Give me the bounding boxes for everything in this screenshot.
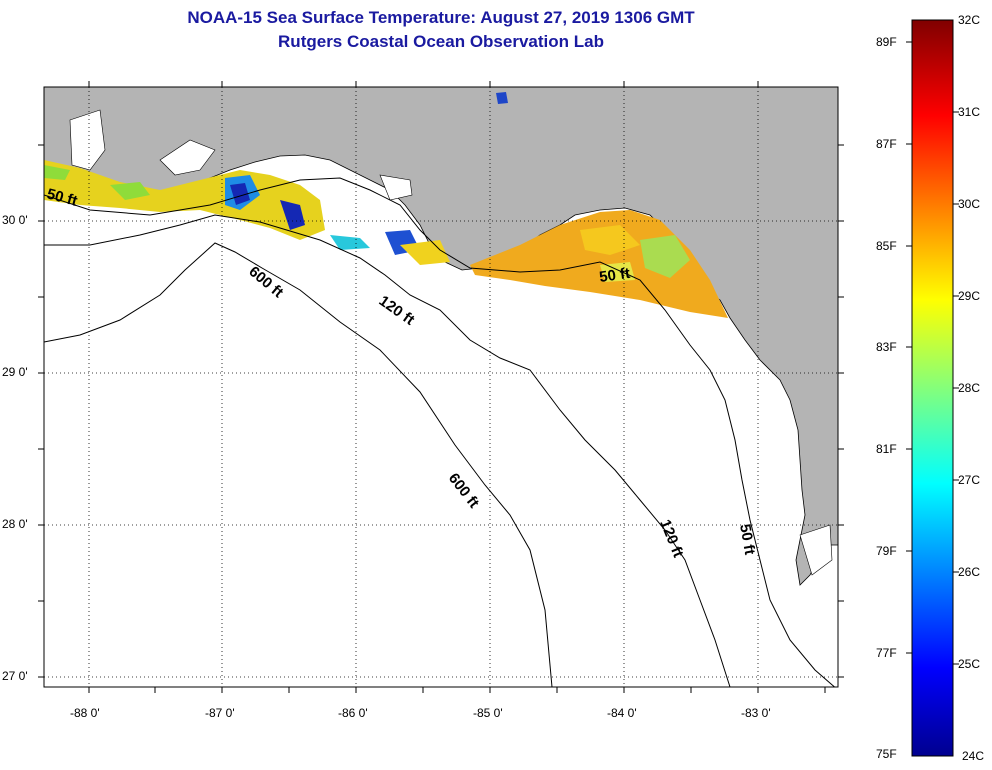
colorbar-f-label: 81F [876,442,897,456]
longitude-label: -88 0' [70,706,100,720]
longitude-label: -87 0' [205,706,235,720]
colorbar [911,19,954,757]
longitude-label: -85 0' [473,706,503,720]
axis-ticks [38,81,844,693]
map-subtitle: Rutgers Coastal Ocean Observation Lab [278,32,604,51]
land-area [44,87,838,586]
longitude-label: -84 0' [607,706,637,720]
colorbar-f-label: 75F [876,747,897,761]
contour-600ft [44,242,553,687]
latitude-label: 30 0' [2,213,28,227]
colorbar-ticks [906,41,959,665]
latitude-label: 27 0' [2,669,28,683]
colorbar-c-label: 28C [958,381,981,395]
latitude-label: 28 0' [2,517,28,531]
colorbar-c-label: 30C [958,197,981,211]
bay-area [159,139,216,176]
bay-area [69,109,106,171]
map-border [43,86,839,688]
colorbar-c-label: 24C [962,749,985,763]
contour-label: 50 ft [598,265,631,286]
colorbar-f-label: 85F [876,239,897,253]
map-title: NOAA-15 Sea Surface Temperature: August … [187,8,695,27]
colorbar-f-label: 79F [876,544,897,558]
depth-contours [44,177,836,687]
contour-label: 50 ft [736,523,758,556]
latitude-label: 29 0' [2,365,28,379]
bay-area [379,174,413,201]
bay-area [799,524,833,576]
longitude-label: -83 0' [741,706,771,720]
contour-120ft [44,214,731,687]
map-grid [44,87,838,687]
colorbar-c-label: 31C [958,105,981,119]
colorbar-f-label: 77F [876,646,897,660]
colorbar-c-label: 25C [958,657,981,671]
longitude-label: -86 0' [338,706,368,720]
colorbar-c-label: 29C [958,289,981,303]
colorbar-f-label: 89F [876,35,897,49]
contour-50ft [44,177,836,687]
colorbar-c-label: 27C [958,473,981,487]
colorbar-c-label: 32C [958,13,981,27]
colorbar-f-label: 83F [876,340,897,354]
colorbar-f-label: 87F [876,137,897,151]
colorbar-c-label: 26C [958,565,981,579]
